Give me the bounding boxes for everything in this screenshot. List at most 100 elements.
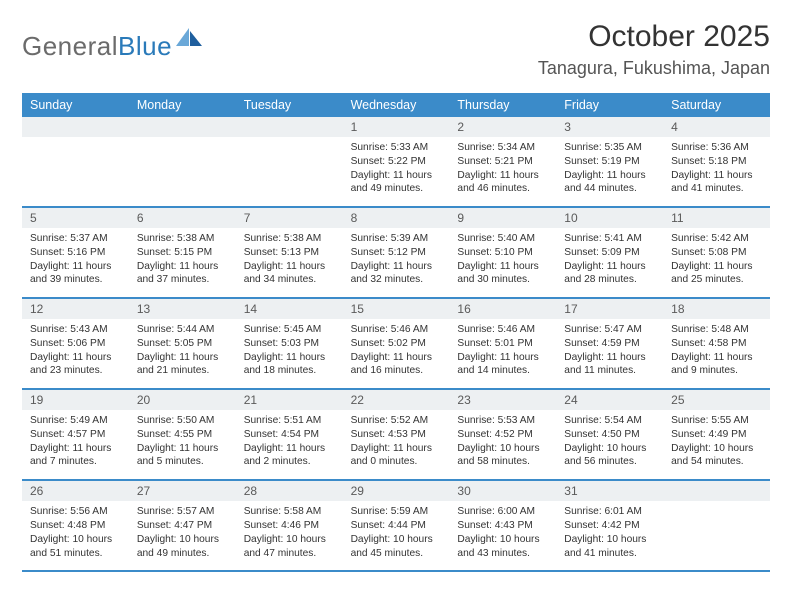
daylight-text: Daylight: 11 hours and 44 minutes. (564, 169, 655, 197)
location: Tanagura, Fukushima, Japan (538, 58, 770, 79)
sunrise-text: Sunrise: 6:01 AM (564, 505, 655, 519)
day-number (22, 117, 129, 137)
day-number: 28 (236, 481, 343, 501)
daylight-text: Daylight: 11 hours and 34 minutes. (244, 260, 335, 288)
day-number: 16 (449, 299, 556, 319)
day-number: 17 (556, 299, 663, 319)
week-row: 1Sunrise: 5:33 AMSunset: 5:22 PMDaylight… (22, 117, 770, 208)
day-details: Sunrise: 5:37 AMSunset: 5:16 PMDaylight:… (22, 228, 129, 297)
day-details: Sunrise: 5:38 AMSunset: 5:15 PMDaylight:… (129, 228, 236, 297)
sunset-text: Sunset: 4:42 PM (564, 519, 655, 533)
day-number: 6 (129, 208, 236, 228)
daylight-text: Daylight: 11 hours and 0 minutes. (351, 442, 442, 470)
day-header: Sunday (22, 93, 129, 117)
day-cell: 6Sunrise: 5:38 AMSunset: 5:15 PMDaylight… (129, 208, 236, 297)
day-details: Sunrise: 5:47 AMSunset: 4:59 PMDaylight:… (556, 319, 663, 388)
month-title: October 2025 (538, 20, 770, 54)
daylight-text: Daylight: 11 hours and 7 minutes. (30, 442, 121, 470)
day-details (129, 137, 236, 191)
day-details: Sunrise: 5:45 AMSunset: 5:03 PMDaylight:… (236, 319, 343, 388)
sunrise-text: Sunrise: 5:38 AM (244, 232, 335, 246)
day-number (663, 481, 770, 501)
day-details: Sunrise: 5:46 AMSunset: 5:01 PMDaylight:… (449, 319, 556, 388)
sunset-text: Sunset: 4:53 PM (351, 428, 442, 442)
day-cell: 19Sunrise: 5:49 AMSunset: 4:57 PMDayligh… (22, 390, 129, 479)
sunset-text: Sunset: 5:08 PM (671, 246, 762, 260)
sunrise-text: Sunrise: 5:45 AM (244, 323, 335, 337)
sunrise-text: Sunrise: 5:57 AM (137, 505, 228, 519)
daylight-text: Daylight: 10 hours and 51 minutes. (30, 533, 121, 561)
sunrise-text: Sunrise: 5:54 AM (564, 414, 655, 428)
sunset-text: Sunset: 4:52 PM (457, 428, 548, 442)
day-details: Sunrise: 5:36 AMSunset: 5:18 PMDaylight:… (663, 137, 770, 206)
day-details: Sunrise: 5:43 AMSunset: 5:06 PMDaylight:… (22, 319, 129, 388)
day-number: 14 (236, 299, 343, 319)
day-details: Sunrise: 6:00 AMSunset: 4:43 PMDaylight:… (449, 501, 556, 570)
day-details: Sunrise: 5:34 AMSunset: 5:21 PMDaylight:… (449, 137, 556, 206)
day-cell: 21Sunrise: 5:51 AMSunset: 4:54 PMDayligh… (236, 390, 343, 479)
day-details: Sunrise: 5:55 AMSunset: 4:49 PMDaylight:… (663, 410, 770, 479)
daylight-text: Daylight: 11 hours and 37 minutes. (137, 260, 228, 288)
sunset-text: Sunset: 4:47 PM (137, 519, 228, 533)
sunrise-text: Sunrise: 5:50 AM (137, 414, 228, 428)
daylight-text: Daylight: 10 hours and 43 minutes. (457, 533, 548, 561)
sunrise-text: Sunrise: 5:51 AM (244, 414, 335, 428)
sunset-text: Sunset: 5:06 PM (30, 337, 121, 351)
daylight-text: Daylight: 11 hours and 46 minutes. (457, 169, 548, 197)
day-cell: 15Sunrise: 5:46 AMSunset: 5:02 PMDayligh… (343, 299, 450, 388)
day-number: 15 (343, 299, 450, 319)
day-number: 26 (22, 481, 129, 501)
day-details: Sunrise: 5:33 AMSunset: 5:22 PMDaylight:… (343, 137, 450, 206)
day-cell: 11Sunrise: 5:42 AMSunset: 5:08 PMDayligh… (663, 208, 770, 297)
sunset-text: Sunset: 4:48 PM (30, 519, 121, 533)
day-cell: 12Sunrise: 5:43 AMSunset: 5:06 PMDayligh… (22, 299, 129, 388)
day-number: 25 (663, 390, 770, 410)
day-number: 9 (449, 208, 556, 228)
sunset-text: Sunset: 5:12 PM (351, 246, 442, 260)
day-details: Sunrise: 5:59 AMSunset: 4:44 PMDaylight:… (343, 501, 450, 570)
sunset-text: Sunset: 4:49 PM (671, 428, 762, 442)
day-header: Wednesday (343, 93, 450, 117)
day-cell: 30Sunrise: 6:00 AMSunset: 4:43 PMDayligh… (449, 481, 556, 570)
day-details (236, 137, 343, 191)
day-cell: 28Sunrise: 5:58 AMSunset: 4:46 PMDayligh… (236, 481, 343, 570)
header: GeneralBlue October 2025 Tanagura, Fukus… (22, 20, 770, 79)
day-details (663, 501, 770, 555)
sunset-text: Sunset: 4:59 PM (564, 337, 655, 351)
day-cell: 1Sunrise: 5:33 AMSunset: 5:22 PMDaylight… (343, 117, 450, 206)
day-cell: 17Sunrise: 5:47 AMSunset: 4:59 PMDayligh… (556, 299, 663, 388)
day-number (129, 117, 236, 137)
day-details: Sunrise: 5:53 AMSunset: 4:52 PMDaylight:… (449, 410, 556, 479)
daylight-text: Daylight: 11 hours and 41 minutes. (671, 169, 762, 197)
day-number: 19 (22, 390, 129, 410)
sunrise-text: Sunrise: 5:55 AM (671, 414, 762, 428)
sunset-text: Sunset: 5:13 PM (244, 246, 335, 260)
day-cell: 2Sunrise: 5:34 AMSunset: 5:21 PMDaylight… (449, 117, 556, 206)
sunrise-text: Sunrise: 5:39 AM (351, 232, 442, 246)
daylight-text: Daylight: 11 hours and 32 minutes. (351, 260, 442, 288)
sunrise-text: Sunrise: 5:35 AM (564, 141, 655, 155)
daylight-text: Daylight: 11 hours and 5 minutes. (137, 442, 228, 470)
day-cell: 13Sunrise: 5:44 AMSunset: 5:05 PMDayligh… (129, 299, 236, 388)
day-number: 22 (343, 390, 450, 410)
sunrise-text: Sunrise: 5:36 AM (671, 141, 762, 155)
sunrise-text: Sunrise: 6:00 AM (457, 505, 548, 519)
logo-word-b: Blue (118, 31, 172, 61)
sunset-text: Sunset: 4:55 PM (137, 428, 228, 442)
calendar: Sunday Monday Tuesday Wednesday Thursday… (22, 93, 770, 572)
day-details: Sunrise: 5:57 AMSunset: 4:47 PMDaylight:… (129, 501, 236, 570)
logo-text: GeneralBlue (22, 31, 172, 62)
sunset-text: Sunset: 5:02 PM (351, 337, 442, 351)
day-number: 1 (343, 117, 450, 137)
sunrise-text: Sunrise: 5:49 AM (30, 414, 121, 428)
daylight-text: Daylight: 11 hours and 49 minutes. (351, 169, 442, 197)
day-details: Sunrise: 5:58 AMSunset: 4:46 PMDaylight:… (236, 501, 343, 570)
daylight-text: Daylight: 10 hours and 41 minutes. (564, 533, 655, 561)
sunrise-text: Sunrise: 5:43 AM (30, 323, 121, 337)
day-header: Tuesday (236, 93, 343, 117)
day-cell: 29Sunrise: 5:59 AMSunset: 4:44 PMDayligh… (343, 481, 450, 570)
day-number (236, 117, 343, 137)
sunset-text: Sunset: 4:58 PM (671, 337, 762, 351)
sunrise-text: Sunrise: 5:47 AM (564, 323, 655, 337)
daylight-text: Daylight: 11 hours and 9 minutes. (671, 351, 762, 379)
